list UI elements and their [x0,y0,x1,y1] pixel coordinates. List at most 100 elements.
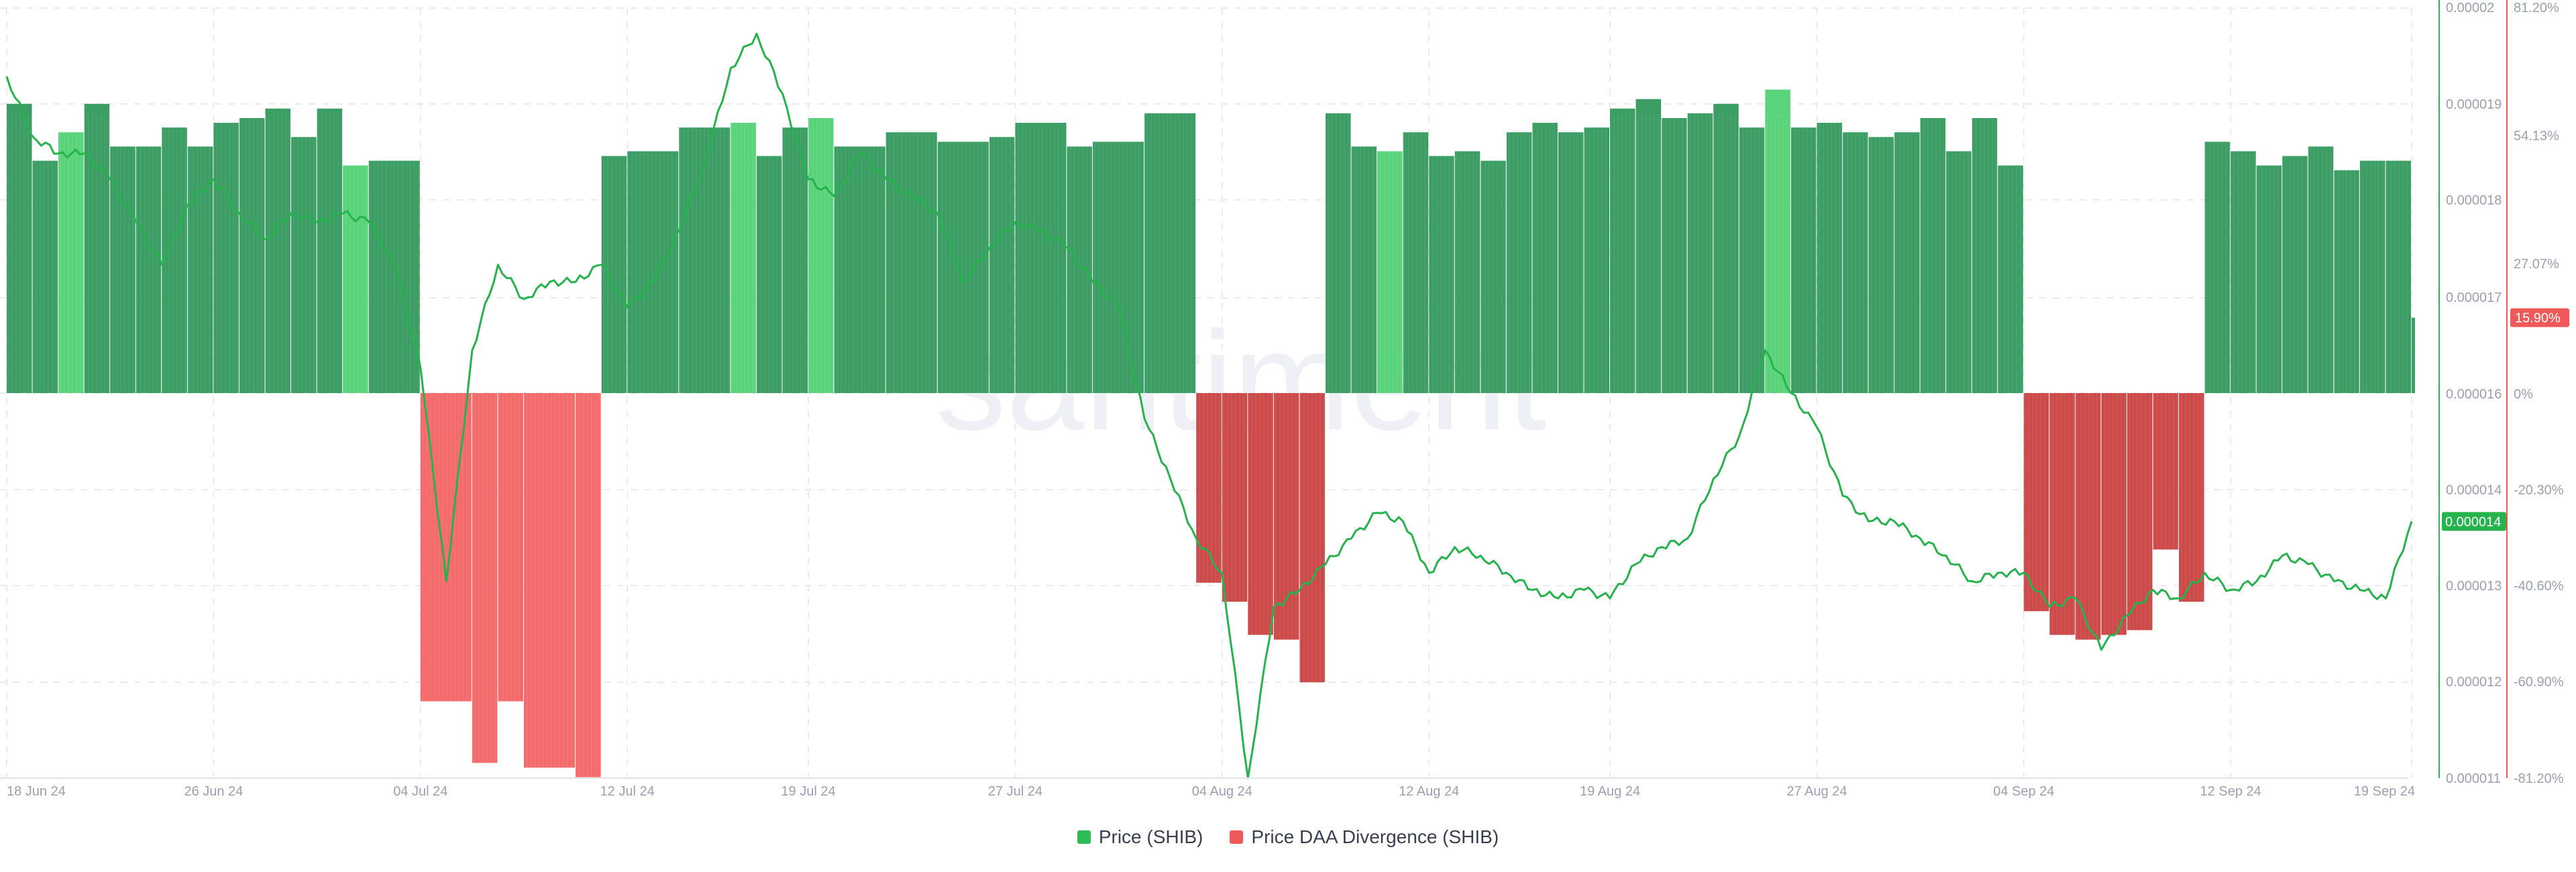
divergence-bar [2049,393,2075,635]
divergence-bar [1454,151,1481,393]
divergence-bar [265,108,291,394]
x-tick-label: 19 Aug 24 [1580,784,1640,799]
divergence-bar [32,160,58,393]
divergence-bar [1894,132,1920,393]
price-tick-label: 0.000011 [2446,771,2501,786]
divergence-bar [1403,132,1429,393]
x-tick-label: 04 Aug 24 [1192,784,1252,799]
divergence-bar [834,146,885,393]
divergence-bar [2385,160,2411,393]
divergence-bar [885,132,937,393]
divergence-bar [1817,123,1842,393]
divergence-tick-label: -20.30% [2514,483,2564,498]
divergence-tick-label: -60.90% [2514,675,2564,690]
divergence-bar [2075,393,2101,640]
divergence-bar [782,127,808,393]
divergence-bar [1015,123,1067,393]
divergence-bar [1248,393,1273,635]
divergence-bar [1325,113,1351,393]
divergence-bar [1481,160,1506,393]
divergence-bar [2204,142,2231,393]
divergence-bar [1532,123,1558,393]
divergence-bar [7,103,32,394]
legend-swatch-price [1077,830,1091,844]
divergence-bar [523,393,576,768]
price-tick-label: 0.00002 [2446,1,2494,15]
divergence-bar [1765,89,1790,393]
divergence-axis-labels: 81.20% 54.13% 27.07% 0% -20.30% -40.60% -60.90… [2514,1,2564,786]
x-tick-label: 12 Aug 24 [1399,784,1459,799]
price-tick-label: 0.000014 [2446,483,2502,498]
divergence-bar [317,108,343,394]
x-tick-label: 12 Sep 24 [2200,784,2261,799]
divergence-bar [1093,142,1144,393]
divergence-bar [627,151,679,393]
divergence-bar [1196,393,1222,583]
divergence-bar [110,146,136,393]
divergence-bar [1222,393,1248,602]
x-tick-label: 19 Sep 24 [2354,784,2415,799]
divergence-bar [731,123,756,393]
divergence-bar [2282,156,2308,393]
divergence-tick-label: 27.07% [2514,257,2559,272]
divergence-bar [368,160,420,393]
divergence-bar [1377,151,1403,393]
divergence-bar [2256,165,2282,394]
divergence-tick-label: -81.20% [2514,771,2564,786]
divergence-bar [1868,137,1894,393]
divergence-bar [601,156,627,393]
divergence-bar [1920,118,1946,393]
divergence-bar [1972,118,1998,393]
divergence-bar [239,118,265,393]
legend-label-divergence: Price DAA Divergence (SHIB) [1251,826,1499,847]
divergence-bar [576,393,601,777]
x-tick-label: 18 Jun 24 [7,784,66,799]
divergence-bar [472,393,498,763]
divergence-bar [1842,132,1868,393]
price-tick-label: 0.000016 [2446,387,2502,402]
divergence-bar [58,132,84,393]
divergence-bar [84,103,110,394]
divergence-bar [2412,317,2415,393]
x-tick-label: 27 Jul 24 [988,784,1042,799]
price-tick-label: 0.000012 [2446,675,2502,690]
divergence-bar [1144,113,1196,393]
divergence-bar [162,127,187,393]
price-axis-labels: 0.00002 0.000019 0.000018 0.000017 0.000016 0… [2446,1,2502,786]
divergence-bar [136,146,162,393]
divergence-bar [989,137,1015,393]
divergence-bar [343,165,368,394]
divergence-badge [2510,308,2569,327]
value-badges: 0.000014 15.90% [2442,308,2569,531]
x-tick-label: 12 Jul 24 [600,784,655,799]
x-tick-label: 04 Jul 24 [393,784,447,799]
legend: Price (SHIB) Price DAA Divergence (SHIB) [0,826,2576,848]
divergence-bar [1506,132,1532,393]
divergence-bar [1429,156,1454,393]
divergence-bar [2308,146,2334,393]
divergence-tick-label: 0% [2514,387,2533,402]
divergence-bar [2179,393,2204,602]
divergence-bar [1662,118,1687,393]
price-tick-label: 0.000013 [2446,579,2502,594]
legend-swatch-divergence [1230,830,1244,844]
price-line-group [5,32,2413,779]
divergence-bar [756,156,782,393]
divergence-bar [1584,127,1609,393]
divergence-bar [1299,393,1325,683]
divergence-bar [2334,170,2359,394]
price-tick-label: 0.000018 [2446,193,2502,208]
divergence-badge-text: 15.90% [2515,311,2561,326]
divergence-bar [1790,127,1817,393]
x-tick-label: 26 Jun 24 [184,784,243,799]
divergence-bar [808,118,834,393]
divergence-bar [2127,393,2153,631]
divergence-bar [213,123,239,393]
legend-item-divergence[interactable]: Price DAA Divergence (SHIB) [1230,826,1499,848]
x-tick-label: 27 Aug 24 [1786,784,1847,799]
legend-item-price[interactable]: Price (SHIB) [1077,826,1203,848]
divergence-bar [1739,127,1765,393]
divergence-bar [2231,151,2256,393]
